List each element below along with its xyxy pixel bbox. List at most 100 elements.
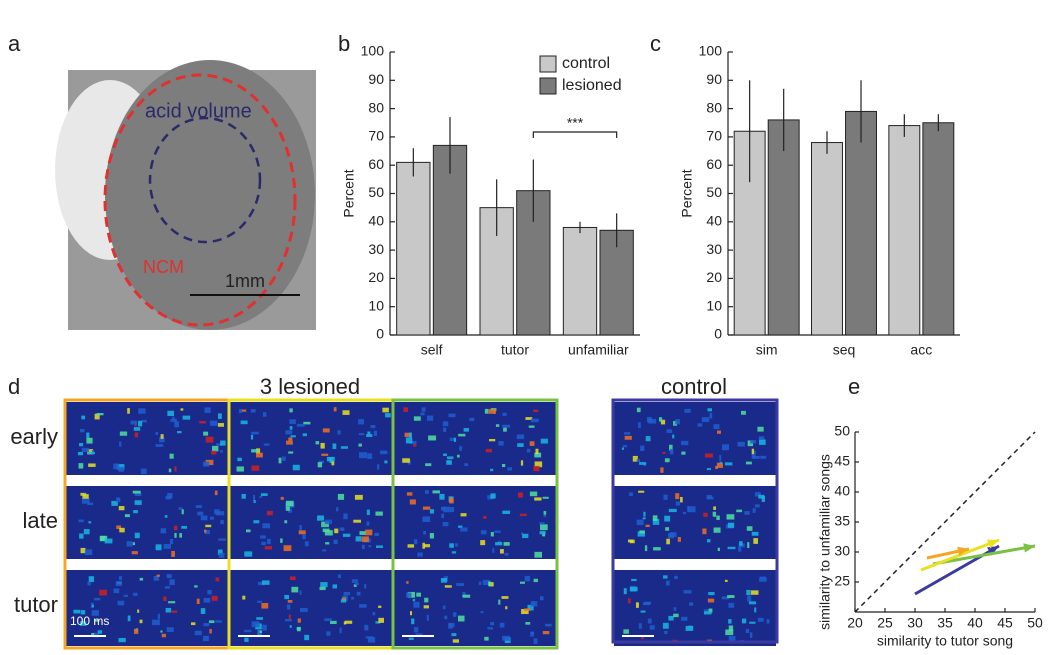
x-tick-label: seq (833, 342, 856, 358)
spectrogram-pixel (728, 636, 736, 641)
y-tick-label: 20 (706, 269, 722, 285)
spectrogram-pixel (250, 434, 254, 440)
spectrogram-pixel (285, 500, 294, 507)
spectrogram-pixel (540, 438, 548, 444)
spectrogram-pixel (429, 533, 434, 539)
spectrogram-pixel (304, 541, 309, 547)
spectrogram-pixel (365, 529, 373, 536)
y-tick-label: 0 (376, 326, 384, 342)
lesion-outline (148, 116, 262, 244)
y-tick-label: 70 (706, 128, 722, 144)
spectrogram-pixel (672, 434, 675, 439)
spectrogram-pixel (638, 422, 641, 429)
spectrogram-pixel (542, 630, 550, 635)
spectrogram-pixel (683, 590, 692, 594)
spectrogram-pixel (751, 531, 759, 536)
spectrogram-pixel (164, 515, 168, 518)
spectrogram-pixel (332, 584, 338, 589)
spectrogram-pixel (709, 412, 713, 419)
spectrogram-pixel (480, 540, 486, 546)
spectrogram-pixel (240, 420, 248, 425)
spectrogram-pixel (134, 423, 137, 427)
y-axis-label: Percent (341, 169, 357, 217)
spectrogram-pixel (413, 416, 421, 421)
spectrogram-pixel (480, 611, 484, 614)
spectrogram-pixel (416, 592, 422, 597)
spectrogram-pixel (168, 601, 176, 604)
y-tick-label: 0 (714, 326, 722, 342)
spectrogram-pixel (180, 408, 184, 411)
spectrogram-pixel (458, 433, 466, 437)
spectrogram-pixel (303, 421, 311, 425)
spectrogram-pixel (507, 467, 513, 471)
spectrogram-pixel (118, 576, 122, 581)
spectrogram-pixel (530, 631, 534, 637)
spectrogram-pixel (520, 460, 524, 466)
spectrogram-pixel (502, 635, 510, 641)
spectrogram-pixel (77, 451, 84, 456)
spectrogram-pixel (190, 622, 196, 626)
spectrogram-pixel (200, 608, 206, 614)
y-tick-label: 80 (706, 99, 722, 115)
spectrogram-pixel (261, 602, 269, 609)
spectrogram-pixel (214, 490, 218, 496)
spectrogram-pixel (751, 454, 756, 459)
spectrogram-pixel (370, 424, 376, 429)
spectrogram-pixel (534, 461, 543, 468)
spectrogram-pixel (409, 441, 417, 444)
spectrogram-pixel (487, 627, 494, 630)
spectrogram-pixel (202, 635, 209, 642)
spectrogram-pixel (246, 529, 251, 533)
spectrogram-pixel (178, 507, 183, 510)
spectrogram-pixel (505, 606, 508, 610)
spectrogram-pixel (640, 610, 646, 613)
x-tick-label: tutor (501, 342, 529, 358)
spectrogram-pixel (495, 424, 500, 427)
spectrogram-pixel (366, 434, 373, 437)
spectrogram-pixel (130, 420, 137, 425)
spectrogram-pixel (318, 460, 325, 464)
spectrogram-pixel (462, 594, 471, 598)
spectrogram-pixel (79, 621, 87, 626)
spectrogram-pixel (289, 408, 293, 413)
spectrogram-pixel (333, 539, 338, 545)
spectrogram-pixel (681, 451, 686, 455)
spectrogram-pixel (83, 529, 90, 535)
spectrogram-pixel (644, 545, 648, 552)
spectrogram-pixel (259, 630, 263, 633)
spectrogram-pixel (87, 449, 94, 455)
spectrogram-pixel (322, 528, 330, 533)
spectrogram-pixel (251, 465, 260, 471)
spectrogram-pixel (194, 585, 198, 588)
spectrogram-pixel (280, 496, 284, 500)
spectrogram-pixel (204, 529, 207, 533)
spectrogram-pixel (494, 530, 501, 533)
spectrogram-pixel (636, 519, 644, 526)
spectrogram-pixel (533, 578, 538, 583)
spectrogram-pixel (263, 443, 270, 446)
x-tick-label: 40 (967, 615, 983, 631)
spectrogram-pixel (132, 542, 135, 546)
spectrogram-pixel (703, 609, 709, 613)
spectrogram-pixel (520, 532, 524, 535)
spectrogram-pixel (117, 600, 125, 606)
panel-letter: d (8, 374, 20, 399)
spectrogram-pixel (169, 579, 175, 586)
spectrogram-pixel (208, 620, 215, 624)
spectrogram-pixel (132, 592, 138, 596)
spectrogram-pixel (420, 412, 425, 416)
spectrogram-pixel (167, 410, 175, 417)
spectrogram-pixel (530, 418, 539, 423)
spectrogram-pixel (521, 609, 529, 615)
spectrogram-pixel (116, 525, 121, 529)
spectrogram-pixel (440, 578, 447, 583)
spectrogram-pixel (200, 515, 208, 521)
spectrogram-pixel (484, 408, 489, 414)
spectrogram-pixel (502, 412, 507, 416)
spectrogram-pixel (681, 616, 688, 621)
arrow (932, 544, 1036, 566)
spectrogram-pixel (288, 614, 291, 619)
legend-label: lesioned (562, 77, 622, 94)
spectrogram-pixel (170, 418, 177, 422)
spectrogram-pixel (707, 408, 713, 412)
